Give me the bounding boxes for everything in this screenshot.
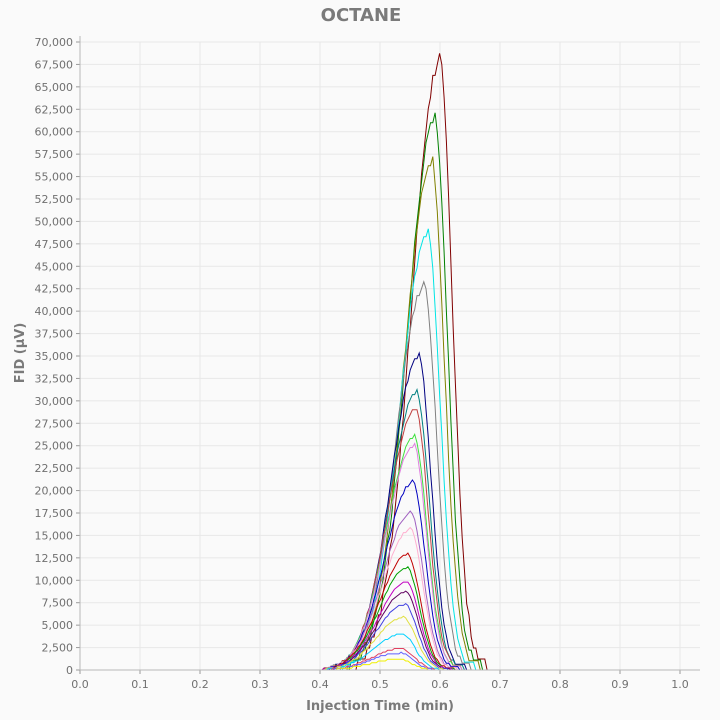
y-tick-label: 47,500 [35,238,74,251]
series-line-7 [80,388,668,671]
y-tick-label: 5,000 [42,619,74,632]
x-tick-label: 0.5 [371,678,389,691]
x-tick-label: 0.9 [611,678,629,691]
y-tick-label: 17,500 [35,507,74,520]
y-tick-label: 20,000 [35,485,74,498]
y-tick-label: 65,000 [35,81,74,94]
y-tick-label: 45,000 [35,260,74,273]
y-tick-label: 35,000 [35,350,74,363]
x-tick-label: 0.1 [131,678,149,691]
x-tick-label: 0.8 [551,678,569,691]
y-tick-label: 60,000 [35,126,74,139]
series-line-1 [80,53,668,671]
y-tick-label: 0 [66,664,73,677]
y-tick-label: 70,000 [35,36,74,49]
x-tick-label: 0.3 [251,678,269,691]
y-tick-label: 40,000 [35,305,74,318]
x-tick-label: 0.6 [431,678,449,691]
chart-title: OCTANE [321,5,402,26]
y-tick-label: 25,000 [35,440,74,453]
axes: 0.0 0.1 0.2 0.3 0.4 0.5 0.6 0.7 0.8 0.9 1.0 0 2,500 5… [35,36,700,691]
x-tick-label: 0.0 [71,678,89,691]
y-tick-label: 22,500 [35,462,74,475]
y-tick-label: 10,000 [35,574,74,587]
y-tick-label: 67,500 [35,58,74,71]
y-tick-label: 7,500 [42,597,74,610]
y-tick-label: 2,500 [42,642,74,655]
y-tick-label: 52,500 [35,193,74,206]
y-tick-label: 32,500 [35,372,74,385]
y-tick-label: 12,500 [35,552,74,565]
y-axis-label: FID (µV) [13,323,28,384]
series-line-20 [80,633,668,671]
y-tick-label: 57,500 [35,148,74,161]
series-line-19 [80,615,668,671]
y-tick-label: 30,000 [35,395,74,408]
series-line-22 [80,651,668,671]
y-tick-label: 27,500 [35,417,74,430]
x-tick-label: 0.2 [191,678,209,691]
x-tick-label: 0.7 [491,678,509,691]
y-tick-label: 37,500 [35,328,74,341]
x-tick-label: 0.4 [311,678,329,691]
series-line-23 [80,658,668,671]
series-layer [80,53,668,671]
y-tick-label: 62,500 [35,103,74,116]
y-tick-label: 55,000 [35,171,74,184]
y-tick-label: 42,500 [35,283,74,296]
x-tick-label: 1.0 [671,678,689,691]
x-axis-label: Injection Time (min) [306,699,454,714]
y-tick-label: 15,000 [35,529,74,542]
y-tick-label: 50,000 [35,215,74,228]
